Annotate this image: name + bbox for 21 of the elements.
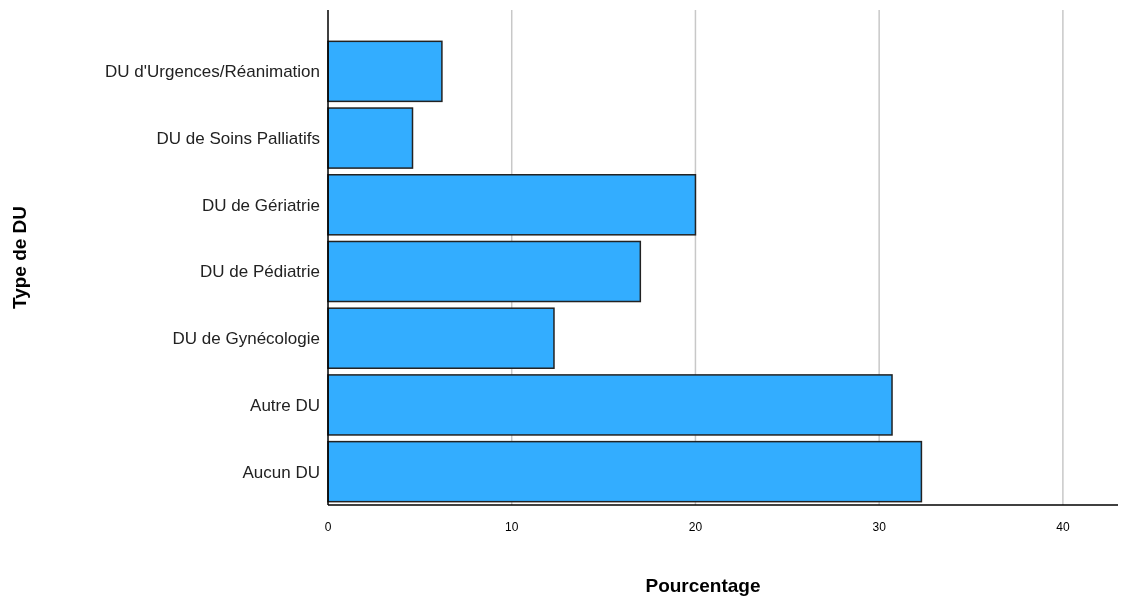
x-tick-label: 40 bbox=[1056, 520, 1070, 534]
bar bbox=[327, 174, 697, 236]
y-tick-label: DU de Gériatrie bbox=[201, 195, 320, 215]
x-tick-label: 10 bbox=[505, 520, 519, 534]
bar bbox=[327, 107, 414, 169]
bar bbox=[327, 240, 642, 303]
bar bbox=[327, 374, 893, 436]
bar bbox=[327, 307, 555, 369]
x-tick-label: 30 bbox=[872, 520, 887, 534]
y-tick-label: Aucun DU bbox=[242, 462, 320, 482]
y-tick-label: DU de Gynécologie bbox=[172, 329, 320, 349]
x-axis-title: Pourcentage bbox=[645, 575, 761, 596]
y-tick-label: DU de Pédiatrie bbox=[199, 262, 320, 282]
y-tick-label: Autre DU bbox=[250, 395, 320, 415]
bar bbox=[327, 440, 923, 503]
x-tick-label: 0 bbox=[324, 520, 332, 534]
y-tick-label: DU d'Urgences/Réanimation bbox=[105, 62, 320, 82]
x-tick-label: 20 bbox=[688, 520, 703, 534]
y-axis-title: Type de DU bbox=[9, 205, 30, 310]
bar bbox=[327, 40, 443, 103]
y-tick-label: DU de Soins Palliatifs bbox=[156, 129, 320, 149]
